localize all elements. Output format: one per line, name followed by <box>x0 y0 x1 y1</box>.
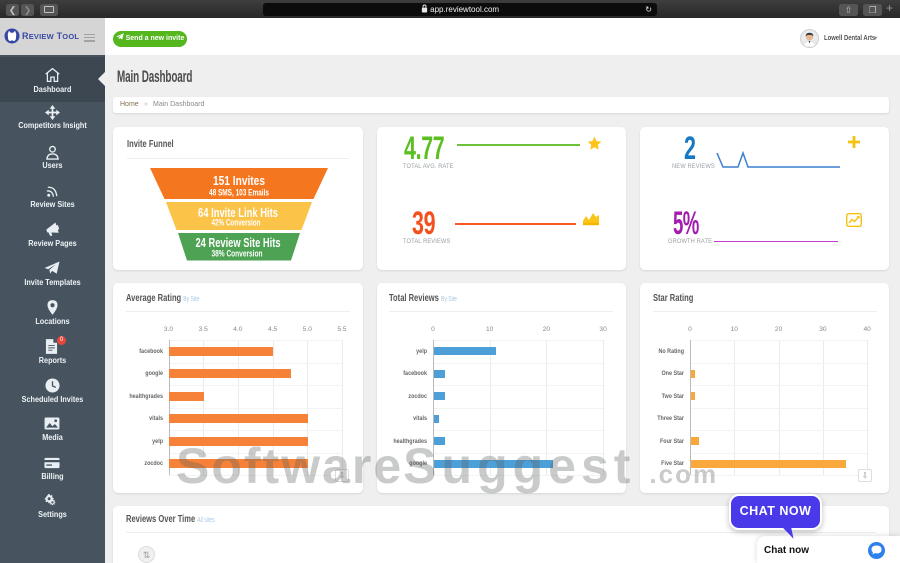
svg-text:24 Review Site Hits: 24 Review Site Hits <box>196 235 281 250</box>
svg-text:48 SMS, 103 Emails: 48 SMS, 103 Emails <box>209 188 269 198</box>
svg-text:64 Invite Link Hits: 64 Invite Link Hits <box>198 205 278 220</box>
svg-text:38% Conversion: 38% Conversion <box>212 249 263 259</box>
svg-text:151 Invites: 151 Invites <box>213 173 265 188</box>
svg-text:42% Conversion: 42% Conversion <box>212 218 261 228</box>
